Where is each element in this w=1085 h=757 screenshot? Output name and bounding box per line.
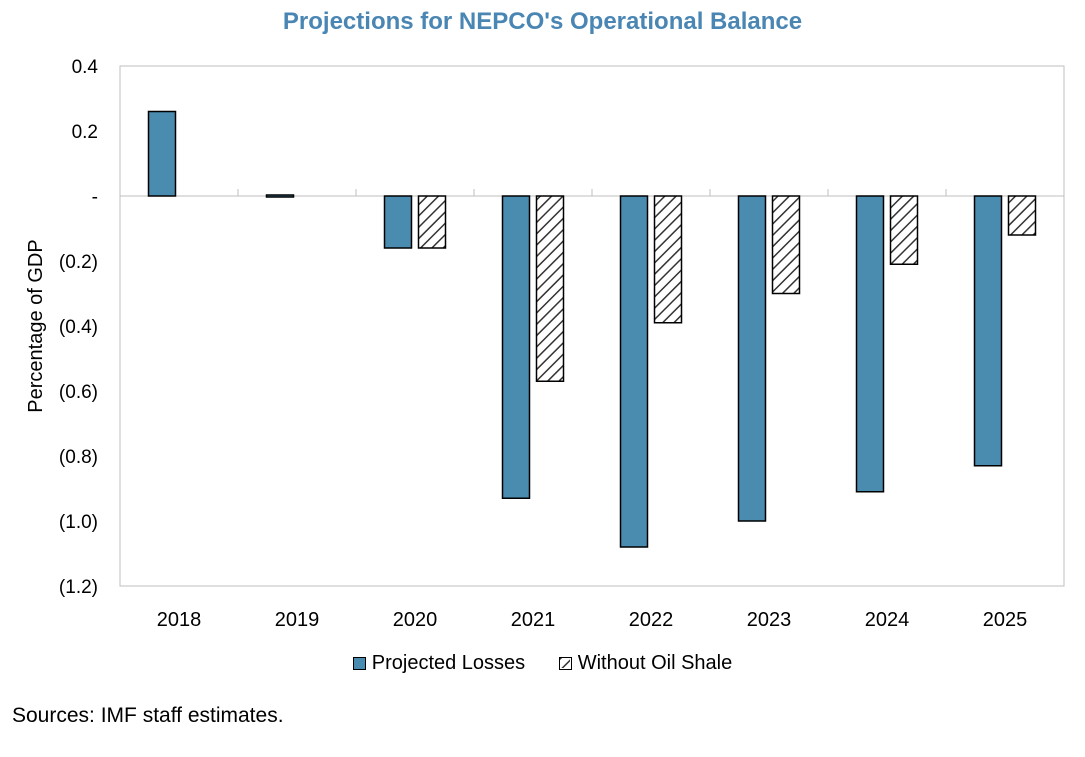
legend-swatch-without-oil-shale: [558, 657, 572, 670]
plot-frame: [119, 65, 1065, 587]
x-tick-label: 2020: [393, 609, 438, 631]
y-axis-label: Percentage of GDP: [25, 239, 47, 412]
y-tick-label: (1.2): [59, 577, 98, 598]
legend-entry-projected-losses: Projected Losses: [352, 652, 526, 675]
x-tick-label: 2025: [983, 609, 1028, 631]
bar-without-oil-shale-2020: [417, 195, 447, 249]
y-tick-label: 0.2: [72, 122, 98, 143]
bar-projected-losses-2021: [501, 195, 531, 499]
bar-projected-losses-2018: [147, 110, 177, 197]
bar-projected-losses-2024: [855, 195, 885, 493]
x-tick-label: 2021: [511, 609, 556, 631]
legend-label-projected-losses: Projected Losses: [371, 652, 526, 674]
y-tick-label: -: [92, 187, 98, 208]
bar-projected-losses-2025: [973, 195, 1003, 467]
y-tick-label: 0.4: [72, 57, 99, 78]
bar-projected-losses-2019: [265, 194, 295, 198]
x-tick-label: 2018: [157, 609, 202, 631]
y-tick-label: (0.6): [59, 382, 98, 403]
bar-projected-losses-2020: [383, 195, 413, 249]
y-tick-label: (1.0): [59, 512, 98, 533]
bar-projected-losses-2022: [619, 195, 649, 548]
y-tick-label: (0.8): [59, 447, 98, 468]
bar-without-oil-shale-2025: [1007, 195, 1037, 236]
x-tick-label: 2019: [275, 609, 320, 631]
x-tick-label: 2023: [747, 609, 792, 631]
legend-swatch-projected-losses: [352, 657, 366, 670]
x-tick-label: 2024: [865, 609, 910, 631]
legend-entry-without-oil-shale: Without Oil Shale: [558, 652, 733, 675]
bar-without-oil-shale-2021: [535, 195, 565, 382]
bar-without-oil-shale-2022: [653, 195, 683, 324]
legend-label-without-oil-shale: Without Oil Shale: [577, 652, 733, 674]
y-tick-label: (0.2): [59, 252, 98, 273]
bar-without-oil-shale-2024: [889, 195, 919, 265]
source-note: Sources: IMF staff estimates.: [12, 704, 284, 727]
bar-without-oil-shale-2023: [771, 195, 801, 295]
y-tick-label: (0.4): [59, 317, 98, 338]
x-tick-label: 2022: [629, 609, 674, 631]
legend: Projected Losses Without Oil Shale: [0, 652, 1085, 676]
chart-title: Projections for NEPCO's Operational Bala…: [282, 8, 803, 35]
bar-projected-losses-2023: [737, 195, 767, 522]
